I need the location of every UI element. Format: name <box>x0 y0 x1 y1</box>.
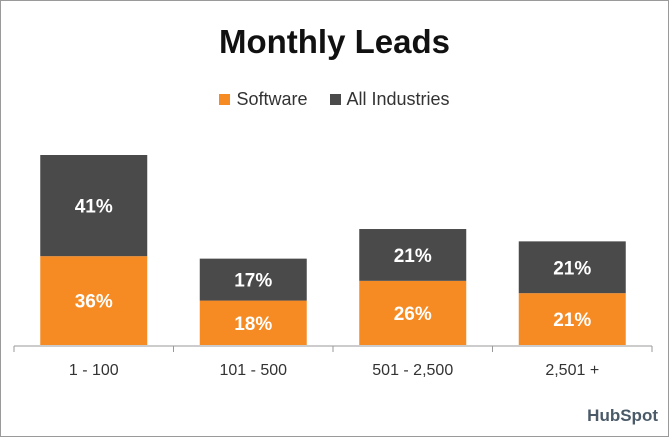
bar-all-industries <box>199 258 307 301</box>
data-label: 21% <box>553 258 591 279</box>
legend-swatch-software <box>219 94 231 105</box>
data-label: 18% <box>234 314 272 335</box>
legend: Software All Industries <box>1 89 668 110</box>
legend-label: Software <box>236 89 308 109</box>
bar-all-industries <box>359 229 467 281</box>
data-label: 21% <box>394 246 432 267</box>
data-label: 17% <box>234 271 272 292</box>
bar-software <box>518 293 626 345</box>
data-label: 26% <box>394 304 432 325</box>
legend-swatch-all-industries <box>329 94 341 105</box>
x-tick-label: 501 - 2,500 <box>372 362 453 379</box>
legend-label: All Industries <box>346 89 450 109</box>
hubspot-logo: HubSpot <box>587 406 658 425</box>
x-tick-label: 101 - 500 <box>219 362 287 379</box>
data-label: 36% <box>75 292 113 313</box>
legend-software: Software <box>219 89 308 110</box>
data-label: 21% <box>553 310 591 331</box>
bar-software <box>199 300 307 345</box>
bar-software <box>359 280 467 345</box>
bar-all-industries <box>518 241 626 294</box>
legend-all-industries: All Industries <box>329 89 450 110</box>
x-tick-label: 2,501 + <box>545 362 599 379</box>
bar-all-industries <box>40 155 148 257</box>
bar-software <box>40 256 148 345</box>
x-tick-label: 1 - 100 <box>69 362 119 379</box>
data-label: 41% <box>75 197 113 218</box>
chart-title: Monthly Leads <box>218 23 451 60</box>
